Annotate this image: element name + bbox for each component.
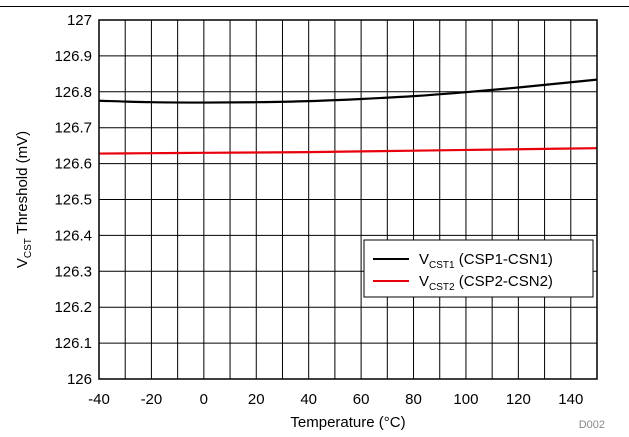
series-lines: [98, 78, 598, 155]
y-axis-title-suffix: Threshold (mV): [14, 131, 31, 238]
x-axis-title: Temperature (°C): [290, 414, 405, 431]
y-tick-label: 126.8: [54, 84, 92, 101]
x-tick-label: 20: [248, 391, 265, 408]
y-tick-label: 126.3: [54, 263, 92, 280]
x-tick-label: -40: [88, 391, 110, 408]
plot-frame: [98, 19, 598, 380]
y-axis-title-subscript: CST: [23, 238, 34, 258]
x-tick-label: -20: [141, 391, 163, 408]
y-tick-label: 126.7: [54, 120, 92, 137]
y-tick-label: 126.6: [54, 156, 92, 173]
legend-label-vcst2: VCST2 (CSP2-CSN2): [419, 273, 553, 293]
legend: VCST1 (CSP1-CSN1) VCST2 (CSP2-CSN2): [363, 239, 594, 298]
y-tick-label: 126.2: [54, 299, 92, 316]
legend-box: [363, 239, 594, 298]
y-tick-label: 126.4: [54, 227, 92, 244]
y-axis-title-prefix: V: [14, 258, 31, 268]
x-tick-label: 140: [558, 391, 583, 408]
y-tick-label: 126: [67, 371, 92, 388]
y-tick-labels: 126 126.1 126.2 126.3 126.4 126.5 126.6 126.7 12…: [54, 12, 92, 388]
x-tick-label: 0: [200, 391, 208, 408]
y-tick-label: 126.5: [54, 192, 92, 209]
y-tick-label: 127: [67, 12, 92, 29]
y-axis-title: VCST Threshold (mV): [14, 131, 34, 268]
figure-id: D002: [579, 419, 605, 431]
legend-label-vcst1: VCST1 (CSP1-CSN1): [419, 251, 553, 271]
grid: [98, 19, 598, 380]
y-tick-label: 126.1: [54, 335, 92, 352]
y-tick-label: 126.9: [54, 48, 92, 65]
x-tick-label: 60: [353, 391, 370, 408]
x-tick-label: 80: [405, 391, 422, 408]
series-line-vcst1: [98, 78, 598, 104]
x-tick-labels: -40 -20 0 20 40 60 80 100 120 140: [88, 391, 583, 408]
x-tick-label: 120: [506, 391, 531, 408]
top-rule: [0, 6, 629, 7]
x-tick-label: 100: [453, 391, 478, 408]
series-line-vcst2: [98, 147, 598, 155]
x-tick-label: 40: [300, 391, 317, 408]
